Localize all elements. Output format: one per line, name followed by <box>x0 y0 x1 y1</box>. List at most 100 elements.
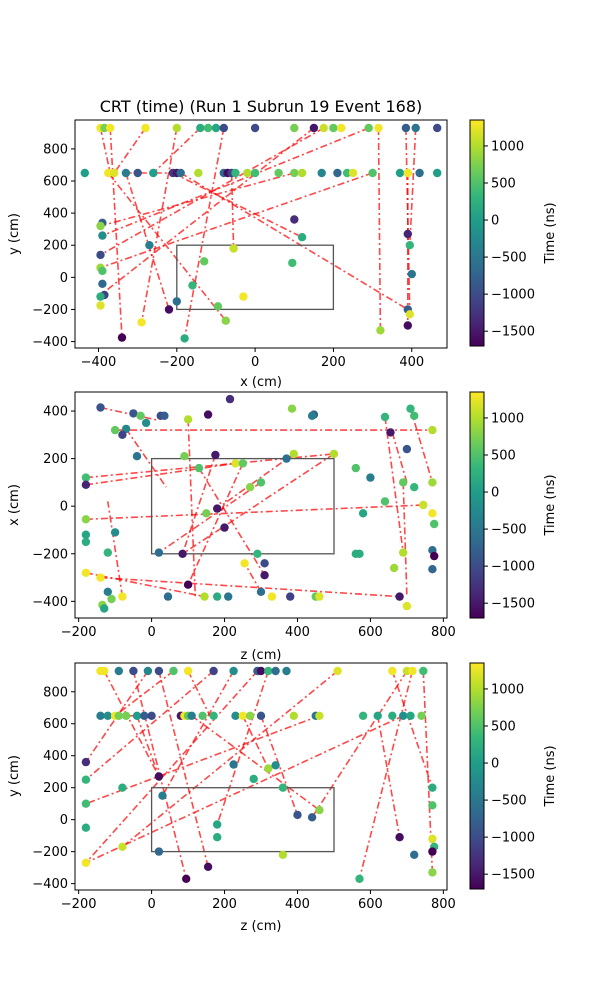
y-tick-label: 200 <box>43 452 68 467</box>
y-tick-label: 400 <box>43 207 68 222</box>
hit-point <box>140 711 149 720</box>
hit-point <box>80 168 90 178</box>
hit-point <box>96 250 105 260</box>
hit-point <box>415 168 424 178</box>
hit-point <box>245 711 255 720</box>
colorbar-tick-label: 1000 <box>491 411 524 426</box>
hit-point <box>203 410 213 419</box>
hit-point <box>141 123 150 133</box>
panel-zx-x-axis-label: z (cm) <box>241 648 282 663</box>
hit-point <box>407 269 416 279</box>
hit-point <box>100 666 109 676</box>
hit-point <box>368 168 377 178</box>
hit-point <box>154 666 164 676</box>
hit-point <box>249 774 258 784</box>
hit-point <box>81 799 91 808</box>
x-tick-label: 400 <box>285 897 310 912</box>
colorbar-tick-label: 1000 <box>491 139 524 154</box>
hit-point <box>297 233 307 242</box>
hit-point <box>395 833 404 842</box>
hit-point <box>172 123 181 133</box>
track-line <box>85 462 236 486</box>
y-tick-label: 0 <box>60 500 68 515</box>
hit-point <box>410 411 419 420</box>
hit-point <box>98 266 107 276</box>
hit-point <box>229 760 238 769</box>
track-line <box>140 127 178 323</box>
y-tick-label: 400 <box>43 749 68 764</box>
panel-xy-tracks <box>99 127 417 339</box>
hit-point <box>164 305 174 314</box>
hit-point <box>380 497 390 506</box>
hit-point <box>231 168 240 178</box>
track-line <box>377 127 382 331</box>
hit-point <box>290 215 299 224</box>
panel-zy-detector-box <box>150 787 335 853</box>
y-tick-label: 600 <box>43 175 68 190</box>
hit-point <box>160 411 169 420</box>
hit-point <box>388 666 397 676</box>
hit-point <box>187 711 196 720</box>
y-tick-label: 400 <box>43 405 68 420</box>
hit-point <box>395 168 405 178</box>
hit-point <box>274 168 283 178</box>
track-line <box>99 127 111 174</box>
hit-point <box>213 302 223 311</box>
hit-point <box>224 592 233 601</box>
hit-point <box>358 509 368 518</box>
hit-point <box>374 123 383 133</box>
colorbar-1-label: Time (ns) <box>543 202 558 264</box>
x-tick-label: 400 <box>399 355 424 370</box>
panel-zx-frame <box>74 391 448 619</box>
hit-point <box>200 592 209 601</box>
track-line <box>172 172 303 238</box>
hit-point <box>188 281 197 290</box>
hit-point <box>81 858 91 867</box>
hit-point <box>103 548 113 557</box>
y-tick-label: 200 <box>43 781 68 796</box>
x-tick-label: −200 <box>61 625 97 640</box>
hit-point <box>417 711 426 720</box>
hit-point <box>98 231 107 240</box>
hit-point <box>182 874 191 883</box>
hit-point <box>319 123 328 133</box>
hit-point <box>172 297 181 306</box>
track-line <box>114 670 174 717</box>
hit-point <box>81 775 91 784</box>
hit-point <box>154 548 164 557</box>
hit-point <box>388 711 397 720</box>
hit-point <box>402 444 412 454</box>
hit-point <box>129 409 138 418</box>
hit-point <box>110 528 120 537</box>
track-line <box>102 127 369 237</box>
panel-zy-x-axis-label: z (cm) <box>241 919 282 934</box>
panel-zx: −200 0 200 400 600 800 −400 −200 0 200 400 z (cm)… <box>7 391 456 663</box>
hit-point <box>178 549 187 558</box>
hit-point <box>282 454 291 463</box>
hit-point <box>158 791 167 800</box>
hit-point <box>154 772 164 781</box>
hit-point <box>100 123 109 133</box>
hit-point <box>329 123 338 133</box>
hit-point <box>118 783 127 792</box>
hit-point <box>110 168 119 178</box>
hit-point <box>196 123 205 133</box>
track-line <box>187 670 211 717</box>
y-tick-label: 0 <box>60 271 68 286</box>
hit-point <box>145 241 154 250</box>
hit-point <box>117 333 127 342</box>
hit-point <box>221 316 230 325</box>
panel-xy-y-ticks: −400 −200 0 200 400 600 800 <box>32 142 75 350</box>
hit-point <box>428 425 437 435</box>
hit-point <box>256 478 266 487</box>
chart-title: CRT (time) (Run 1 Subrun 19 Event 168) <box>100 97 423 116</box>
hit-point <box>238 711 247 720</box>
panel-xy-y-axis-label: y (cm) <box>7 213 22 255</box>
hit-point <box>337 123 346 133</box>
hit-point <box>428 847 437 856</box>
track-line <box>187 463 244 586</box>
hit-point <box>103 711 113 720</box>
x-tick-label: 600 <box>358 625 383 640</box>
x-tick-label: 0 <box>147 625 155 640</box>
hit-point <box>395 592 404 601</box>
